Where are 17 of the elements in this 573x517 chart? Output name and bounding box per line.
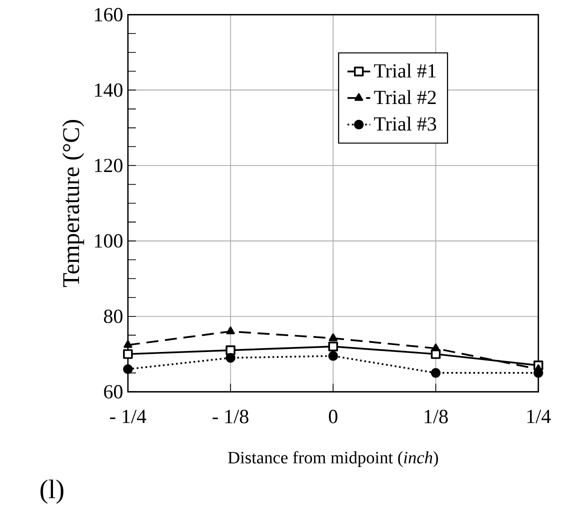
y-axis-title: Temperature (°C) [62,120,84,287]
x-axis-title: Distance from midpoint (inch) [228,451,438,467]
text: (l) [40,480,64,504]
x-tick-label: - 1/4 [110,410,146,424]
legend-label: Trial #2 [374,90,436,104]
y-tick-label: 60 [104,385,122,398]
y-tick-label: 80 [104,310,122,324]
y-tick-label: 100 [94,234,122,248]
legend-label: Trial #1 [374,64,436,78]
x-tick-label: - 1/8 [212,410,248,424]
y-tick-label: 120 [94,158,122,172]
x-tick-label: 1/4 [527,410,551,424]
legend-label: Trial #3 [374,116,436,131]
y-tick-label: 140 [94,83,122,97]
x-tick-label: 0 [328,410,338,424]
x-tick-label: 1/8 [424,410,448,424]
y-tick-label: 160 [94,8,122,22]
